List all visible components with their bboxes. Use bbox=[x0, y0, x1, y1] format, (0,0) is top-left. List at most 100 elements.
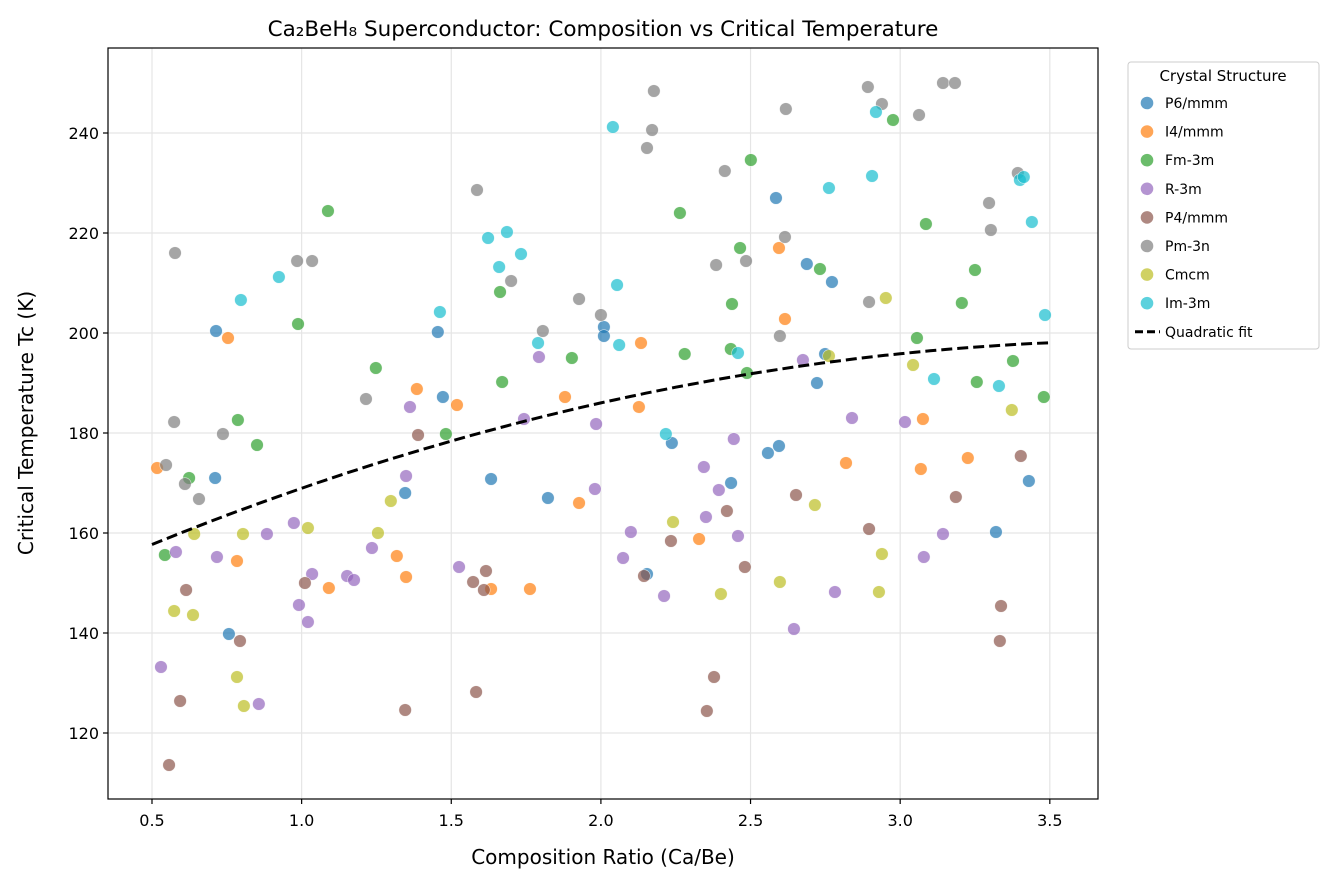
y-tick-label: 220 bbox=[68, 224, 99, 243]
data-point bbox=[968, 263, 982, 277]
x-tick-label: 2.5 bbox=[738, 811, 763, 830]
data-point bbox=[192, 492, 206, 506]
data-point bbox=[298, 576, 312, 590]
data-point bbox=[936, 76, 950, 90]
data-point bbox=[436, 390, 450, 404]
data-point bbox=[216, 427, 230, 441]
y-tick-label: 140 bbox=[68, 624, 99, 643]
data-point bbox=[532, 350, 546, 364]
data-point bbox=[178, 477, 192, 491]
legend-marker bbox=[1140, 153, 1154, 167]
data-point bbox=[597, 329, 611, 343]
data-point bbox=[500, 225, 514, 239]
x-tick-label: 1.0 bbox=[289, 811, 314, 830]
data-point bbox=[433, 305, 447, 319]
data-point bbox=[439, 427, 453, 441]
series-pm-3n bbox=[159, 76, 1025, 506]
y-axis-label: Critical Temperature Tc (K) bbox=[14, 291, 38, 555]
data-point bbox=[162, 758, 176, 772]
data-point bbox=[828, 585, 842, 599]
data-point bbox=[167, 415, 181, 429]
x-axis-label: Composition Ratio (Ca/Be) bbox=[471, 845, 735, 869]
legend-marker bbox=[1140, 239, 1154, 253]
data-point bbox=[292, 598, 306, 612]
legend-label: R-3m bbox=[1165, 182, 1202, 198]
data-point bbox=[612, 338, 626, 352]
legend-marker bbox=[1140, 182, 1154, 196]
y-tick-label: 240 bbox=[68, 124, 99, 143]
data-point bbox=[845, 411, 859, 425]
data-point bbox=[479, 564, 493, 578]
data-point bbox=[739, 254, 753, 268]
data-point bbox=[875, 547, 889, 561]
data-point bbox=[159, 458, 173, 472]
data-point bbox=[450, 398, 464, 412]
data-point bbox=[912, 108, 926, 122]
data-point bbox=[779, 102, 793, 116]
data-point bbox=[948, 76, 962, 90]
data-point bbox=[398, 703, 412, 717]
data-point bbox=[484, 472, 498, 486]
data-point bbox=[301, 521, 315, 535]
legend-box bbox=[1127, 61, 1320, 350]
data-point bbox=[906, 358, 920, 372]
data-point bbox=[1037, 390, 1051, 404]
data-point bbox=[572, 292, 586, 306]
data-point bbox=[237, 699, 251, 713]
data-point bbox=[862, 522, 876, 536]
legend-label: P6/mmm bbox=[1165, 96, 1228, 112]
data-point bbox=[531, 336, 545, 350]
data-point bbox=[982, 196, 996, 210]
data-point bbox=[347, 573, 361, 587]
data-point bbox=[632, 400, 646, 414]
data-point bbox=[699, 510, 713, 524]
data-point bbox=[825, 275, 839, 289]
data-point bbox=[1025, 215, 1039, 229]
data-point bbox=[477, 583, 491, 597]
data-point bbox=[733, 241, 747, 255]
data-point bbox=[955, 296, 969, 310]
data-point bbox=[678, 347, 692, 361]
data-point bbox=[606, 120, 620, 134]
data-point bbox=[1014, 449, 1028, 463]
data-point bbox=[993, 634, 1007, 648]
data-point bbox=[359, 392, 373, 406]
data-point bbox=[659, 427, 673, 441]
data-point bbox=[634, 336, 648, 350]
data-point bbox=[272, 270, 286, 284]
data-point bbox=[322, 581, 336, 595]
data-point bbox=[862, 295, 876, 309]
legend-label: P4/mmm bbox=[1165, 210, 1228, 226]
data-point bbox=[700, 704, 714, 718]
legend-label: Im-3m bbox=[1165, 296, 1210, 312]
y-tick-label: 200 bbox=[68, 324, 99, 343]
data-point bbox=[994, 599, 1008, 613]
legend-label: I4/mmm bbox=[1165, 125, 1224, 141]
data-point bbox=[231, 413, 245, 427]
data-point bbox=[637, 569, 651, 583]
data-point bbox=[260, 527, 274, 541]
data-point bbox=[290, 254, 304, 268]
data-point bbox=[916, 412, 930, 426]
y-tick-label: 120 bbox=[68, 724, 99, 743]
data-point bbox=[1038, 308, 1052, 322]
data-point bbox=[558, 390, 572, 404]
grid bbox=[108, 48, 1098, 799]
data-point bbox=[541, 491, 555, 505]
data-points bbox=[150, 76, 1052, 772]
series-cmcm bbox=[167, 291, 1019, 713]
plot-frame bbox=[107, 47, 1099, 800]
data-point bbox=[657, 589, 671, 603]
data-point bbox=[158, 548, 172, 562]
data-point bbox=[369, 361, 383, 375]
data-point bbox=[714, 587, 728, 601]
data-point bbox=[222, 627, 236, 641]
data-point bbox=[301, 615, 315, 629]
data-point bbox=[167, 604, 181, 618]
data-point bbox=[610, 278, 624, 292]
data-point bbox=[624, 525, 638, 539]
data-point bbox=[230, 670, 244, 684]
legend-marker bbox=[1140, 125, 1154, 138]
data-point bbox=[666, 515, 680, 529]
